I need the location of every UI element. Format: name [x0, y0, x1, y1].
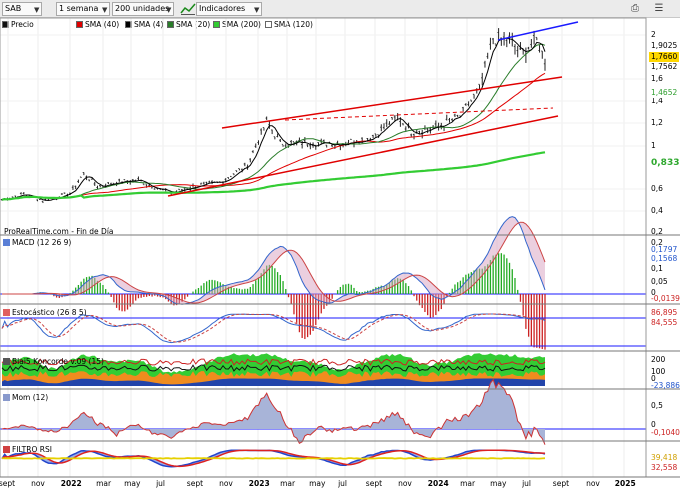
stochastic-title: Estocástico (26 8 5)	[3, 308, 87, 317]
koncorde-panel[interactable]	[1, 353, 546, 386]
legend-swatch	[167, 21, 174, 28]
price-label-sma200: 0,8333	[649, 158, 680, 168]
macd-tick: 0,1	[651, 264, 663, 273]
printer-icon[interactable]: ⎙	[631, 3, 639, 14]
time-tick: jul	[338, 479, 348, 488]
indicators-label: Indicadores	[199, 4, 246, 13]
rsi-panel[interactable]	[1, 449, 546, 468]
chevron-down-icon: ▼	[254, 6, 260, 14]
time-tick: sept	[186, 479, 204, 488]
macd-tick: 0,2	[651, 238, 663, 247]
mom-tick: 0,5	[651, 401, 663, 410]
price-label-high: 1,9025	[649, 41, 680, 51]
time-tick: nov	[586, 479, 600, 488]
time-tick: sept	[0, 479, 16, 488]
price-label-last: 1,7660	[649, 52, 680, 62]
ticker-select[interactable]: SAB ▼	[2, 2, 42, 16]
price-panel[interactable]	[0, 21, 579, 204]
koncorde-tick: 100	[651, 367, 666, 376]
macd-hist-value: -0,0139	[651, 294, 680, 303]
chevron-down-icon: ▼	[102, 6, 108, 14]
indicators-button[interactable]: Indicadores ▼	[196, 2, 262, 16]
price-tick: 1,6	[651, 74, 663, 83]
momentum-panel[interactable]	[0, 378, 646, 445]
legend-swatch	[213, 21, 220, 28]
stoch-k-value: 86,895	[651, 308, 678, 317]
macd-panel[interactable]	[0, 216, 646, 350]
koncorde-tick: 200	[651, 355, 666, 364]
legend-item-sma200[interactable]: SMA (200)	[213, 18, 261, 32]
rsi-filter-value: 32,558	[651, 463, 678, 472]
koncorde-value: -23,886	[651, 381, 680, 390]
grid-lines	[0, 18, 646, 477]
time-tick: mar	[280, 479, 296, 488]
price-tick: 2	[651, 30, 656, 39]
price-tick: 1	[651, 141, 656, 150]
mom-tick: 0	[651, 420, 656, 429]
price-label-low: 1,7562	[649, 62, 680, 72]
time-tick: mar	[460, 479, 476, 488]
time-tick: nov	[398, 479, 412, 488]
indicators-icon[interactable]	[180, 2, 196, 16]
macd-value: 0,1797	[651, 245, 678, 254]
time-tick: sept	[552, 479, 570, 488]
price-label-sma: 1,4652	[649, 88, 680, 98]
legend-item-sma120[interactable]: SMA (120)	[265, 18, 313, 32]
time-tick: may	[124, 479, 141, 488]
chevron-down-icon: ▼	[166, 6, 172, 14]
momentum-title: Mom (12)	[3, 393, 48, 402]
time-tick: may	[490, 479, 507, 488]
time-tick: sept	[365, 479, 383, 488]
timeframe-select[interactable]: 1 semana ▼	[56, 2, 110, 16]
rsi-value: 39,418	[651, 453, 678, 462]
panel-borders	[0, 17, 680, 478]
chevron-down-icon: ▼	[34, 6, 40, 14]
chart-legend: Precio SMA (40) SMA (4) SMA (20) SMA (20…	[0, 18, 620, 32]
time-tick: nov	[219, 479, 233, 488]
price-tick: 0,2	[651, 227, 663, 236]
price-tick: 0,6	[651, 184, 663, 193]
time-tick: 2022	[60, 479, 82, 488]
price-tick: 1,4	[651, 96, 663, 105]
menu-icon[interactable]: ☰	[654, 3, 664, 14]
time-tick: 2025	[614, 479, 636, 488]
time-tick: 2024	[427, 479, 449, 488]
timeframe-value: 1 semana	[59, 4, 99, 13]
legend-item-sma40[interactable]: SMA (40)	[76, 18, 119, 32]
watermark: ProRealTime.com - Fin de Día	[4, 227, 114, 236]
time-tick: jul	[156, 479, 166, 488]
stochastic-panel[interactable]	[0, 313, 646, 347]
time-tick: nov	[31, 479, 45, 488]
mom-value: -0,1040	[651, 428, 680, 437]
price-tick: 1,2	[651, 118, 663, 127]
bars-select[interactable]: 200 unidades ▼	[112, 2, 174, 16]
time-tick: 2023	[248, 479, 270, 488]
time-tick: may	[309, 479, 326, 488]
time-tick: jul	[522, 479, 532, 488]
koncorde-title: Blai5 Koncorde v.09 (15)	[3, 357, 104, 366]
macd-tick: 0	[651, 288, 656, 297]
macd-tick: 0,05	[651, 277, 668, 286]
rsi-title: FILTRO RSI	[3, 445, 52, 454]
time-tick: mar	[96, 479, 112, 488]
toolbar: SAB ▼ 1 semana ▼ 200 unidades ▼ Indicadores…	[0, 0, 680, 18]
bars-value: 200 unidades	[115, 4, 170, 13]
legend-swatch	[265, 21, 272, 28]
price-tick: 0,4	[651, 206, 663, 215]
koncorde-tick: 0	[651, 374, 656, 383]
legend-swatch	[76, 21, 83, 28]
legend-item-sma20[interactable]: SMA (20)	[167, 18, 210, 32]
stoch-d-value: 84,555	[651, 318, 678, 327]
macd-signal-value: 0,1568	[651, 254, 678, 263]
macd-title: MACD (12 26 9)	[3, 238, 71, 247]
ticker-value: SAB	[5, 4, 22, 13]
